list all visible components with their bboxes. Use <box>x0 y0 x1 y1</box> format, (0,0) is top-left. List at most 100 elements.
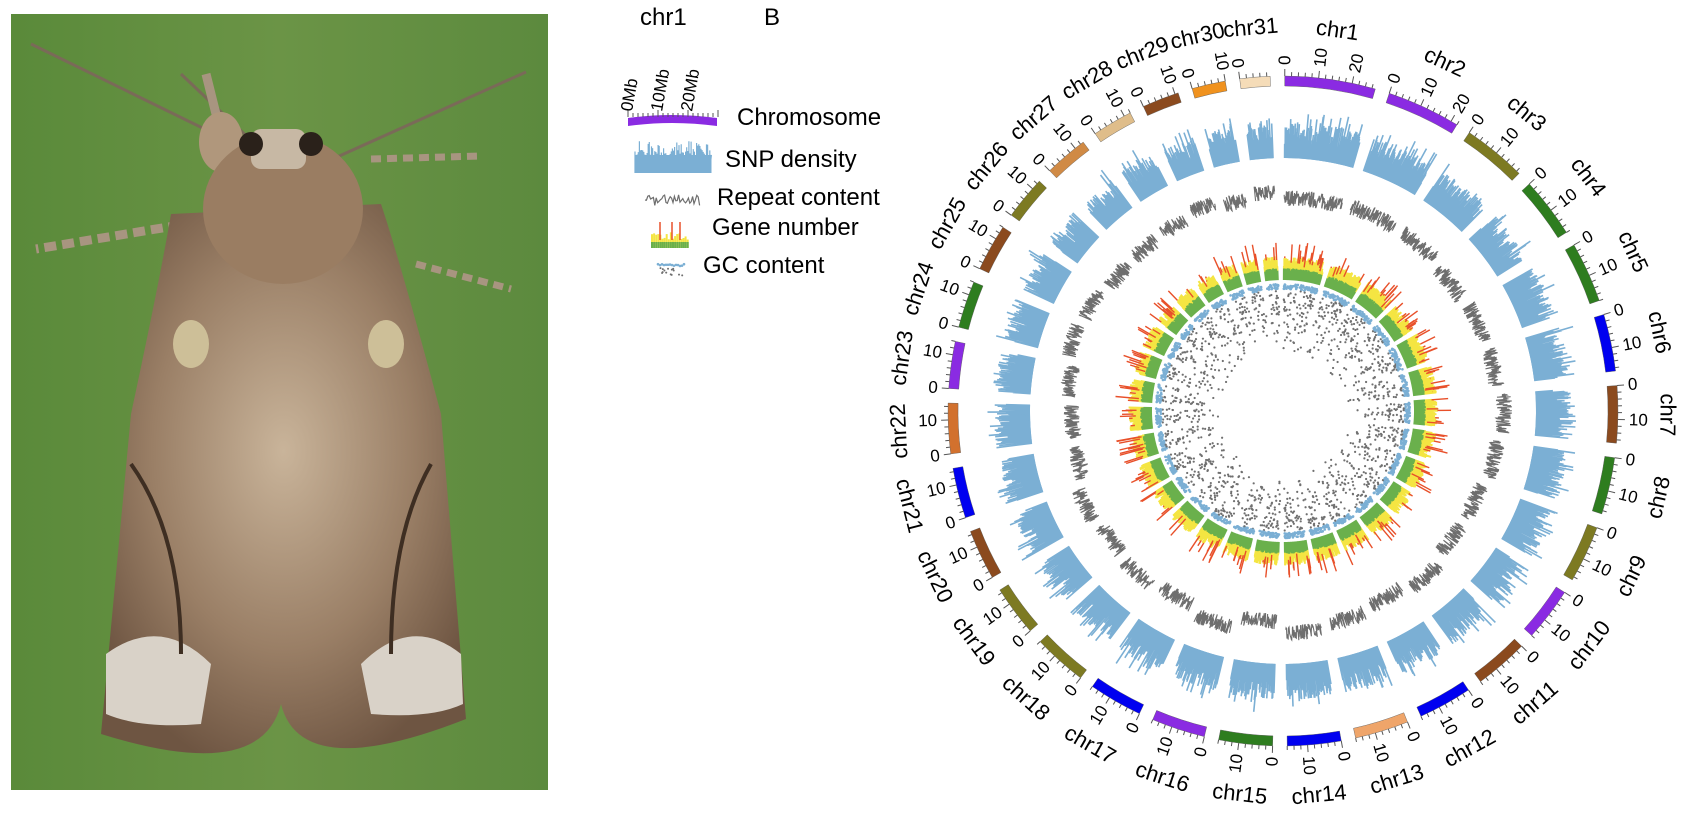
snp-density-chr6 <box>1525 325 1576 382</box>
gene-number-low-chr3 <box>1355 293 1384 319</box>
tick-marks-chr23 <box>941 340 956 389</box>
chromosome-label: chr1 <box>1315 14 1361 45</box>
gene-number-low-chr4 <box>1378 314 1404 342</box>
gene-number-high-chr2 <box>1330 257 1365 284</box>
gc-content-chr9 <box>1346 433 1402 476</box>
gene-number-high-chr15 <box>1262 554 1273 578</box>
gene-number-mid-chr17 <box>1195 525 1224 549</box>
gc-content-chr22 <box>1154 407 1220 428</box>
chromosome-band-chr16 <box>1152 710 1207 737</box>
gene-number-mid-chr12 <box>1339 526 1370 552</box>
chromosome-label: chr21 <box>891 476 929 536</box>
chromosome-band-chr15 <box>1218 729 1274 747</box>
tick-label: 0 <box>989 195 1008 216</box>
chromosome-label: chr31 <box>1222 13 1279 43</box>
chromosome-band-chr25 <box>979 226 1012 274</box>
tick-marks-chr17 <box>1089 686 1140 721</box>
tick-marks-chr12 <box>1420 689 1473 721</box>
chromosome-band-chr17 <box>1092 677 1144 714</box>
gc-content-chr11 <box>1324 458 1374 513</box>
chromosome-chr7: 0 10 chr7 <box>1356 374 1681 444</box>
repeat-content-chr14 <box>1285 623 1323 642</box>
tick-marks-chr16 <box>1150 719 1205 744</box>
gc-content-chr13 <box>1297 479 1331 536</box>
gc-content-chr21 <box>1157 425 1214 452</box>
tick-marks-chr25 <box>973 224 1004 270</box>
chromosome-band-chr5 <box>1565 244 1600 305</box>
gene-number-high-chr8 <box>1423 432 1448 454</box>
legend-ticks <box>627 110 719 117</box>
chromosome-band-chr18 <box>1039 634 1087 679</box>
tick-label: 10 <box>1496 672 1523 699</box>
legend-label-repeat-content: Repeat content <box>717 184 880 211</box>
chromosome-band-chr11 <box>1474 638 1522 682</box>
tick-label: 10 <box>946 543 971 568</box>
repeat-content-chr30 <box>1222 193 1247 213</box>
snp-density-chr10 <box>1470 547 1529 609</box>
tick-label: 10 <box>925 478 948 501</box>
repeat-content-chr21 <box>1069 445 1089 481</box>
tick-marks-chr13 <box>1355 721 1411 743</box>
gene-number-high-chr20 <box>1130 470 1159 493</box>
gene-number-high-chr18 <box>1168 515 1187 536</box>
snp-density-chr20 <box>1009 501 1064 561</box>
gene-number-mid-chr13 <box>1312 540 1341 561</box>
repeat-content-chr17 <box>1158 581 1195 612</box>
gene-number-mid-chr8 <box>1415 430 1436 458</box>
chromosome-band-chr2 <box>1385 93 1458 134</box>
tick-label: 10 <box>1086 702 1112 728</box>
gene-number-low-chr17 <box>1201 518 1228 540</box>
gene-number-mid-chr1 <box>1282 256 1325 278</box>
tick-label: 10 <box>1617 484 1640 507</box>
tick-label: 10 <box>1310 47 1331 68</box>
chromosome-band-chr30 <box>1191 80 1228 99</box>
gene-number-high-chr26 <box>1149 297 1176 323</box>
snp-density-chr5 <box>1502 268 1559 329</box>
tick-label: 0 <box>1275 55 1294 65</box>
snp-density-chr9 <box>1501 498 1558 559</box>
legend-graphics: 0Mb 10Mb 20Mb <box>617 68 719 277</box>
gc-content-chr8 <box>1355 424 1410 451</box>
gene-number-low-chr1 <box>1282 268 1323 286</box>
gene-number-mid-chr30 <box>1240 259 1260 277</box>
repeat-content-chr10 <box>1435 522 1466 556</box>
gene-number-high-chr5 <box>1415 328 1438 364</box>
gene-number-mid-chr29 <box>1219 264 1240 284</box>
tick-label: 10 <box>1496 124 1523 151</box>
chromosome-label: chr22 <box>885 403 913 459</box>
legend-example-chromosome-label: chr1 <box>640 4 687 31</box>
repeat-content-chr31 <box>1253 185 1276 202</box>
gene-number-low-chr23 <box>1140 380 1156 404</box>
chromosome-band-chr23 <box>948 341 966 390</box>
tick-label: 0 <box>1076 111 1097 129</box>
chromosome-band-chr4 <box>1521 183 1567 239</box>
tick-label: 0 <box>1009 631 1029 652</box>
gene-number-low-chr9 <box>1395 455 1416 484</box>
chromosome-band-chr8 <box>1592 456 1615 515</box>
tick-label: 0 <box>1579 227 1597 248</box>
snp-density-chr31 <box>1246 118 1274 161</box>
legend-gene-swatch <box>651 222 689 248</box>
gene-number-low-chr28 <box>1203 284 1224 304</box>
gene-number-high-chr16 <box>1221 545 1247 574</box>
snp-density-chr8 <box>1523 445 1576 499</box>
tick-label: 0 <box>928 378 939 398</box>
tick-label: 0 <box>1384 71 1405 86</box>
repeat-content-chr13 <box>1329 605 1367 631</box>
gene-number-low-chr7 <box>1413 399 1426 426</box>
tick-marks-chr8 <box>1602 457 1622 513</box>
gene-number-mid-chr5 <box>1404 333 1428 366</box>
repeat-content-chr27 <box>1131 233 1159 263</box>
gene-number-low-chr27 <box>1184 295 1206 318</box>
gene-number-low-chr31 <box>1264 268 1279 282</box>
gc-content-chr7 <box>1356 401 1412 424</box>
repeat-content-chr3 <box>1400 226 1439 262</box>
chromosome-label: chr30 <box>1168 17 1227 54</box>
chromosome-label: chr27 <box>1004 90 1062 145</box>
gc-content-chr10 <box>1340 449 1390 496</box>
tick-marks-chr29 <box>1139 87 1176 107</box>
tick-label: 10 <box>1417 75 1442 100</box>
